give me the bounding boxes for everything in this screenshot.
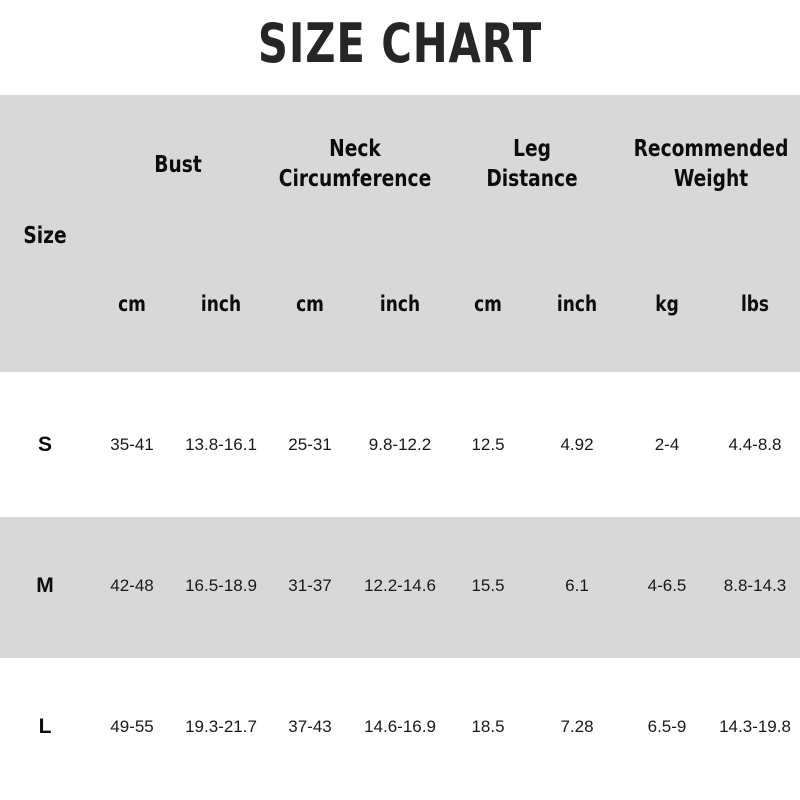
cell-l-bust-inch: 19.3-21.7 [185,717,257,736]
cell-l-weight-kg: 6.5-9 [647,717,687,736]
row-band-l [0,658,800,800]
cell-l-weight-lbs: 14.3-19.8 [719,717,791,736]
cell-m-weight-lbs: 8.8-14.3 [723,576,787,595]
cell-l-neck-inch: 14.6-16.9 [364,717,436,736]
cell-s-bust-cm: 35-41 [110,435,154,454]
table-row: L 49-55 19.3-21.7 37-43 14.6-16.9 18.5 7… [0,712,800,742]
column-header-size: Size [23,223,67,249]
cell-s-leg-inch: 4.92 [560,435,594,454]
column-group-header-neck-line2: Circumference [278,166,432,192]
row-size-label-l: L [38,715,52,738]
cell-s-bust-inch: 13.8-16.1 [185,435,257,454]
cell-m-leg-cm: 15.5 [471,576,505,595]
unit-header-bust-inch: inch [200,292,242,316]
cell-l-leg-inch: 7.28 [560,717,594,736]
cell-s-weight-kg: 2-4 [654,435,680,454]
column-group-header-bust-line1: Bust [154,152,202,178]
unit-header-neck-cm: cm [296,292,324,316]
cell-m-bust-cm: 42-48 [110,576,154,595]
row-size-label-m: M [36,574,54,597]
column-group-header-neck-line1: Neck [329,136,381,162]
row-band-m [0,517,800,658]
cell-s-neck-inch: 9.8-12.2 [368,435,432,454]
unit-header-weight-lbs: lbs [740,292,770,316]
column-group-header-leg-line1: Leg [513,136,551,162]
row-size-label-s: S [37,433,52,456]
cell-l-bust-cm: 49-55 [110,717,154,736]
unit-header-leg-cm: cm [474,292,502,316]
cell-m-weight-kg: 4-6.5 [647,576,687,595]
cell-s-neck-cm: 25-31 [288,435,332,454]
column-group-header-bust: Bust [106,150,250,180]
column-group-header-leg-distance: Leg Distance [469,134,595,194]
column-group-header-leg-line2: Distance [486,166,578,192]
title-area: SIZE CHART [0,0,800,95]
cell-s-weight-lbs: 4.4-8.8 [728,435,782,454]
table-row: M 42-48 16.5-18.9 31-37 12.2-14.6 15.5 6… [0,571,800,601]
row-band-s [0,372,800,517]
table-row: S 35-41 13.8-16.1 25-31 9.8-12.2 12.5 4.… [0,430,800,460]
cell-m-leg-inch: 6.1 [565,576,589,595]
column-group-header-recommended-weight: Recommended Weight [630,134,792,194]
cell-s-leg-cm: 12.5 [471,435,505,454]
column-group-header-weight-line2: Weight [673,166,749,192]
page-title: SIZE CHART [257,12,543,75]
column-group-header-weight-line1: Recommended [633,136,789,162]
unit-header-leg-inch: inch [556,292,598,316]
cell-m-neck-cm: 31-37 [288,576,332,595]
cell-m-bust-inch: 16.5-18.9 [185,576,257,595]
unit-header-bust-cm: cm [118,292,146,316]
cell-l-leg-cm: 18.5 [471,717,505,736]
header-band [0,95,800,372]
column-group-header-neck-circumference: Neck Circumference [274,134,436,194]
unit-header-neck-inch: inch [379,292,421,316]
cell-l-neck-cm: 37-43 [288,717,332,736]
unit-header-weight-kg: kg [655,292,679,316]
cell-m-neck-inch: 12.2-14.6 [364,576,436,595]
